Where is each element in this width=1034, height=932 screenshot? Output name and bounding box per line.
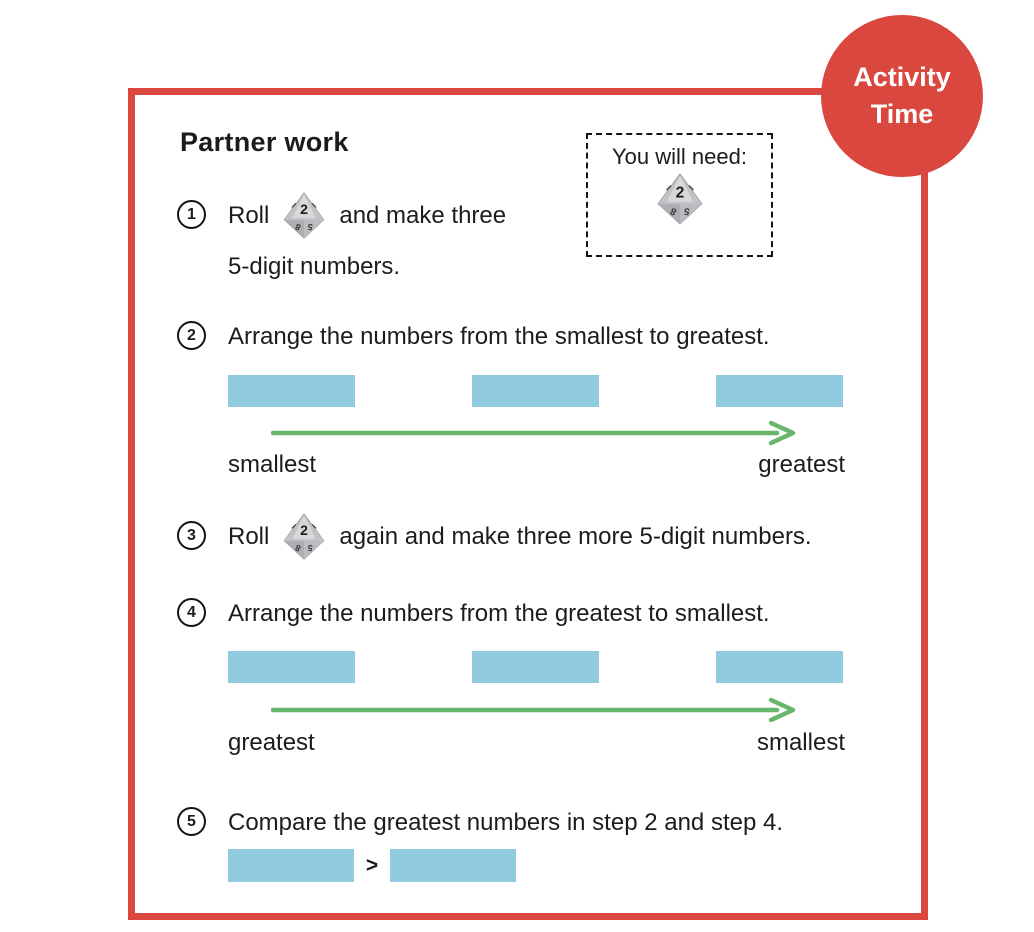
right-arrow-icon	[271, 697, 796, 723]
arrow-right-label: greatest	[758, 451, 845, 478]
step-4-text: Arrange the numbers from the greatest to…	[228, 600, 770, 627]
answer-box[interactable]	[472, 651, 599, 683]
activity-time-badge: Activity Time	[821, 15, 983, 177]
step-1-number: 1	[177, 200, 206, 229]
step-1-text-after: and make three	[339, 201, 507, 229]
step-4-number: 4	[177, 598, 206, 627]
page-title: Partner work	[180, 127, 349, 157]
step-4-arrow-labels: greatest smallest	[228, 729, 845, 757]
step-1-line-2: 5-digit numbers.	[228, 253, 401, 280]
die-bottom-left-number: 8	[294, 542, 303, 553]
step-5-text: Compare the greatest numbers in step 2 a…	[228, 809, 783, 836]
die-bottom-right-number: 5	[682, 205, 690, 217]
step-5-number: 5	[177, 807, 206, 836]
d8-die-icon: 2 8 5	[283, 192, 325, 239]
step-3-number: 3	[177, 521, 206, 550]
step-3-line: Roll 2 8 5 again and make three more 5-d…	[228, 513, 812, 560]
step-1-text-before: Roll	[228, 201, 270, 229]
badge-line-1: Activity	[853, 62, 951, 92]
d8-die-icon: 2 8 5	[283, 513, 325, 560]
step-3-text-after: again and make three more 5-digit number…	[339, 522, 812, 550]
greater-than-symbol: >	[365, 853, 379, 877]
step-4-answer-row	[228, 651, 843, 683]
answer-box[interactable]	[716, 651, 843, 683]
you-will-need-label: You will need:	[612, 144, 747, 169]
answer-box[interactable]	[228, 375, 355, 407]
die-bottom-left-number: 8	[294, 221, 303, 232]
die-bottom-right-number: 5	[307, 543, 314, 554]
step-2-answer-row	[228, 375, 843, 407]
step-1-line-1: Roll 2 8 5 and make three	[228, 192, 506, 239]
die-top-face-number: 2	[675, 184, 684, 201]
arrow-right-label: smallest	[756, 729, 845, 756]
d8-die-icon: 2 8 5	[656, 173, 703, 225]
die-top-face-number: 2	[300, 522, 308, 538]
badge-line-2: Time	[870, 99, 934, 129]
answer-box[interactable]	[228, 849, 354, 882]
right-arrow-icon	[271, 420, 796, 446]
activity-frame	[128, 88, 928, 920]
step-2-arrow-labels: smallest greatest	[228, 451, 845, 479]
step-5-compare-row: >	[228, 849, 516, 882]
arrow-left-label: greatest	[228, 729, 315, 756]
you-will-need-box: You will need: 2 8 5	[586, 133, 773, 257]
answer-box[interactable]	[472, 375, 599, 407]
arrow-left-label: smallest	[228, 451, 317, 478]
die-bottom-left-number: 8	[668, 205, 678, 218]
step-2-text: Arrange the numbers from the smallest to…	[228, 323, 770, 350]
step-3-text-before: Roll	[228, 522, 270, 550]
answer-box[interactable]	[716, 375, 843, 407]
die-top-face-number: 2	[300, 201, 308, 217]
die-bottom-right-number: 5	[307, 222, 314, 233]
step-2-number: 2	[177, 321, 206, 350]
answer-box[interactable]	[228, 651, 355, 683]
answer-box[interactable]	[390, 849, 516, 882]
